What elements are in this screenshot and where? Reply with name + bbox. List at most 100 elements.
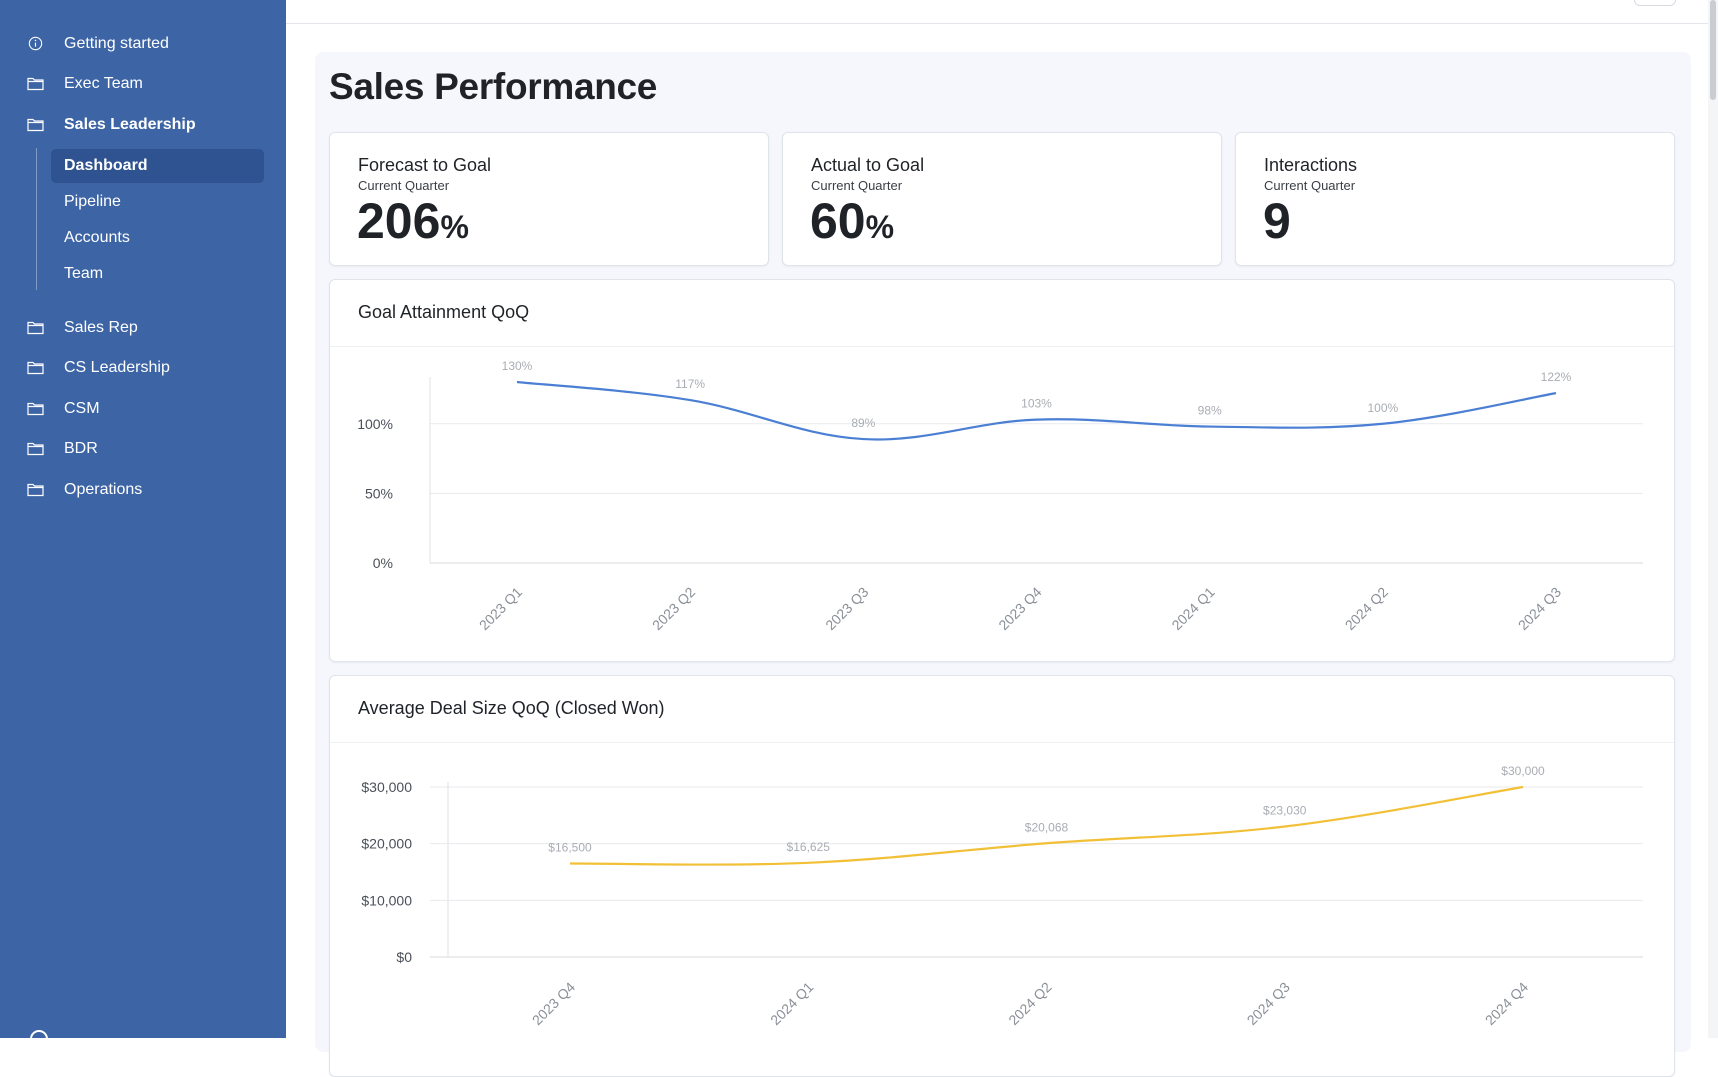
data-label: $16,625 (787, 840, 831, 854)
data-point (688, 398, 692, 402)
folder-icon (27, 361, 44, 375)
data-label: 130% (502, 359, 533, 373)
kpi-value-row: 9 (1263, 192, 1291, 250)
data-point (515, 380, 519, 384)
folder-icon (27, 321, 44, 335)
x-tick-label: 2023 Q1 (476, 584, 525, 633)
sidebar-item-label: BDR (64, 440, 98, 457)
info-icon (28, 36, 43, 51)
subnav-divider (36, 148, 37, 290)
x-tick-label: 2023 Q2 (649, 584, 698, 633)
sidebar-item-label: Getting started (64, 35, 169, 52)
data-label: 98% (1198, 404, 1222, 418)
data-point (861, 437, 865, 441)
chart-header-divider (330, 742, 1674, 743)
data-label: 89% (851, 416, 875, 430)
y-tick-label: 100% (357, 416, 393, 432)
goal-attainment-chart: 0% 50% 100% 130% 2023 Q1 117% 2023 Q2 89% 2023 Q… (357, 359, 1643, 633)
user-icon[interactable] (30, 1030, 48, 1048)
chart-card-average-deal-size: Average Deal Size QoQ (Closed Won) $0 $10… (329, 675, 1675, 1077)
kpi-card-actual: Actual to Goal Current Quarter 60% (782, 132, 1222, 266)
data-point (1283, 824, 1287, 828)
page-title: Sales Performance (329, 66, 658, 107)
y-tick-label: $10,000 (361, 892, 412, 908)
chart-card-goal-attainment: Goal Attainment QoQ 0% 50% 100% 130% 2023 Q1… (329, 279, 1675, 662)
top-bar-button[interactable] (1634, 0, 1676, 6)
sidebar-item-bdr[interactable]: BDR (0, 429, 286, 469)
chart-header-divider (330, 346, 1674, 347)
sidebar-item-getting-started[interactable]: Getting started (0, 24, 286, 64)
sidebar-item-exec-team[interactable]: Exec Team (0, 64, 286, 104)
folder-icon (27, 442, 44, 456)
sidebar-item-operations[interactable]: Operations (0, 470, 286, 510)
sidebar-item-label: CSM (64, 400, 100, 417)
sidebar-subitem-team[interactable]: Team (51, 257, 264, 291)
sidebar-item-sales-rep[interactable]: Sales Rep (0, 308, 286, 348)
subitem-label: Pipeline (64, 193, 121, 210)
y-tick-label: 50% (365, 485, 393, 501)
x-tick-label: 2024 Q3 (1515, 584, 1564, 633)
x-tick-label: 2024 Q3 (1244, 979, 1293, 1028)
y-tick-label: $0 (396, 949, 412, 965)
data-label: 100% (1367, 401, 1398, 415)
sidebar-item-label: CS Leadership (64, 359, 170, 376)
sidebar-item-cs-leadership[interactable]: CS Leadership (0, 348, 286, 388)
sidebar-subitem-accounts[interactable]: Accounts (51, 221, 264, 255)
folder-icon (27, 483, 44, 497)
kpi-value: 60 (810, 193, 866, 249)
average-deal-size-chart: $0 $10,000 $20,000 $30,000 $16,500 2023 Q4 $16… (361, 764, 1643, 1028)
data-label: 117% (675, 377, 705, 391)
kpi-subtitle: Current Quarter (811, 178, 903, 193)
y-tick-label: $20,000 (361, 836, 412, 852)
sidebar-subitem-pipeline[interactable]: Pipeline (51, 185, 264, 219)
data-point (1381, 422, 1385, 426)
top-bar (286, 0, 1718, 24)
data-label: $16,500 (548, 841, 592, 855)
y-tick-label: $30,000 (361, 779, 412, 795)
sidebar-item-sales-leadership[interactable]: Sales Leadership (0, 105, 286, 145)
x-tick-label: 2023 Q4 (995, 584, 1044, 633)
folder-icon (27, 402, 44, 416)
data-label: 122% (1541, 370, 1572, 384)
x-tick-label: 2023 Q3 (822, 584, 871, 633)
kpi-card-interactions: Interactions Current Quarter 9 (1235, 132, 1675, 266)
x-tick-label: 2024 Q2 (1342, 584, 1391, 633)
folder-icon (27, 77, 44, 91)
data-point (806, 861, 810, 865)
chart-title: Average Deal Size QoQ (Closed Won) (358, 698, 665, 718)
kpi-subtitle: Current Quarter (358, 178, 450, 193)
kpi-title: Interactions (1264, 155, 1358, 175)
data-point (1045, 841, 1049, 845)
y-tick-label: 0% (373, 555, 393, 571)
sidebar-item-label: Sales Leadership (64, 116, 196, 133)
kpi-value: 9 (1263, 193, 1291, 249)
sidebar-item-csm[interactable]: CSM (0, 389, 286, 429)
kpi-value-row: 206% (357, 192, 469, 250)
scrollbar[interactable] (1708, 0, 1718, 1038)
data-point (1521, 785, 1525, 789)
data-point (1554, 391, 1558, 395)
subitem-label: Team (64, 265, 104, 282)
subitem-label: Accounts (64, 229, 130, 246)
data-point (1208, 425, 1212, 429)
sidebar-subitem-dashboard[interactable]: Dashboard (51, 149, 264, 183)
x-tick-label: 2024 Q2 (1005, 979, 1054, 1028)
series-line (516, 380, 1557, 441)
kpi-unit: % (440, 209, 469, 245)
kpi-value: 206 (357, 193, 441, 249)
sidebar-item-label: Sales Rep (64, 319, 138, 336)
data-point (568, 862, 572, 866)
sidebar: Getting started Exec Team Sales Leadersh… (0, 0, 286, 1048)
data-point (1035, 418, 1039, 422)
series-line (569, 785, 1524, 866)
data-label: 103% (1021, 397, 1052, 411)
data-label: $20,068 (1025, 820, 1069, 834)
data-label: $23,030 (1263, 803, 1307, 817)
kpi-subtitle: Current Quarter (1264, 178, 1356, 193)
sidebar-item-label: Operations (64, 481, 143, 498)
kpi-card-forecast: Forecast to Goal Current Quarter 206% (329, 132, 769, 266)
folder-icon (27, 118, 44, 132)
kpi-value-row: 60% (810, 192, 894, 250)
x-tick-label: 2024 Q1 (767, 979, 816, 1028)
scrollbar-thumb[interactable] (1710, 0, 1716, 100)
